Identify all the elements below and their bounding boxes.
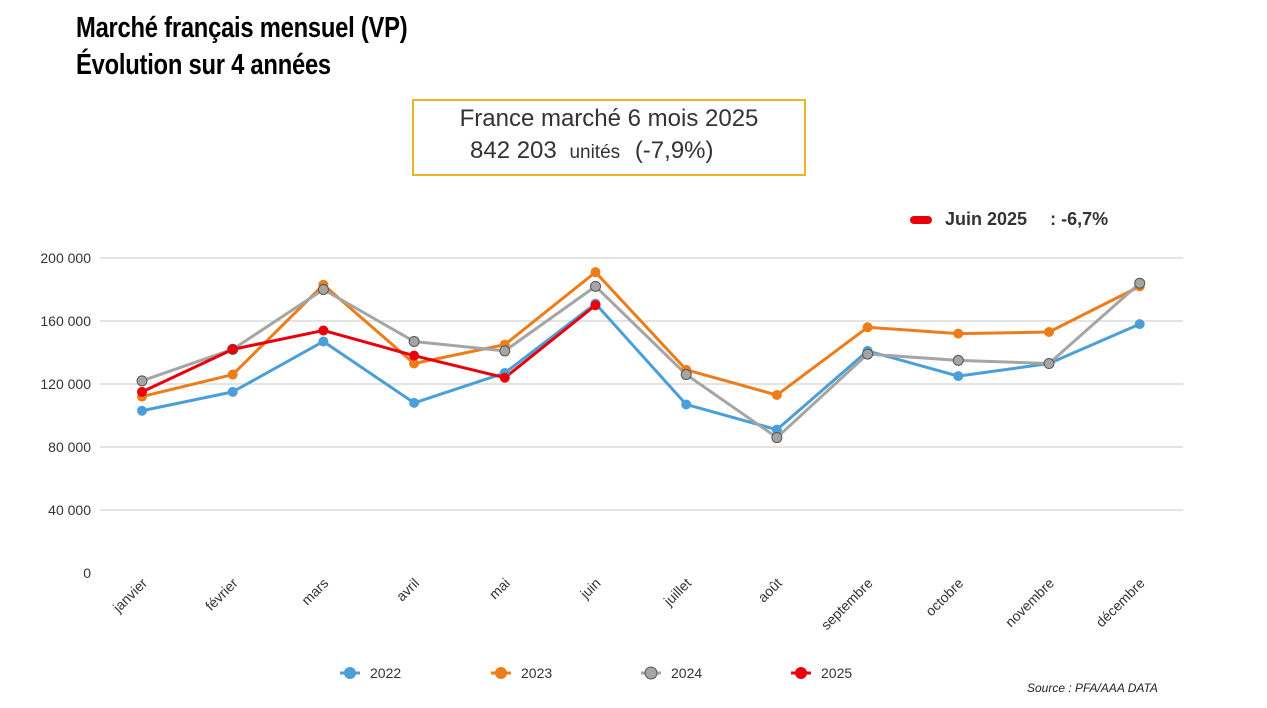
x-tick-label: décembre [1092, 575, 1147, 630]
data-point [1044, 327, 1054, 338]
data-point [227, 369, 238, 380]
data-point [953, 328, 964, 339]
data-point [136, 375, 148, 387]
data-point [318, 336, 329, 347]
data-point [409, 397, 420, 408]
y-tick-label: 200 000 [40, 250, 91, 266]
month-note-value: : -6,7% [1050, 209, 1109, 229]
x-tick-label: mars [298, 575, 331, 608]
legend-marker-2025 [795, 667, 807, 679]
legend-label-2025: 2025 [821, 665, 852, 681]
summary-heading: France marché 6 mois 2025 [459, 105, 759, 132]
source-note: Source : PFA/AAA DATA [1027, 681, 1158, 695]
data-point [137, 386, 147, 397]
data-point [408, 335, 420, 347]
data-point [227, 386, 238, 397]
data-point [590, 280, 601, 292]
data-point [317, 284, 329, 295]
data-point [318, 325, 329, 336]
summary-change: (-7,9%) [634, 137, 714, 164]
y-tick-label: 40 000 [48, 502, 91, 518]
legend-label-2022: 2022 [370, 665, 401, 681]
page-title: Marché français mensuel (VP) Évolution s… [76, 10, 408, 84]
data-point [771, 424, 782, 435]
series-line-2022 [140, 302, 1142, 432]
month-note-swatch [910, 216, 932, 225]
data-point [590, 267, 601, 278]
y-tick-label: 160 000 [40, 313, 91, 329]
x-tick-label: octobre [922, 575, 966, 619]
summary-box: France marché 6 mois 2025 842 203 unités… [412, 99, 806, 176]
data-point [771, 432, 783, 444]
x-tick-label: juin [576, 575, 603, 602]
data-point [1134, 277, 1146, 289]
y-tick-label: 0 [83, 565, 91, 581]
x-tick-label: février [202, 575, 241, 614]
series-line-2023 [140, 270, 1142, 399]
month-note-label: Juin 2025 [945, 209, 1028, 229]
series-line-2025 [140, 303, 597, 394]
data-point [499, 345, 511, 357]
y-tick-label: 80 000 [48, 439, 91, 455]
x-tick-label: janvier [109, 575, 150, 616]
summary-figures: 842 203 unités (-7,9%) [470, 137, 714, 165]
x-tick-label: août [754, 575, 785, 606]
data-point [862, 348, 874, 360]
data-point [952, 354, 964, 366]
x-tick-label: mai [486, 575, 513, 602]
data-point [771, 390, 782, 401]
data-point [953, 371, 964, 382]
data-point [409, 358, 420, 369]
x-tick-label: juillet [660, 575, 695, 610]
legend-marker-2023 [495, 667, 507, 679]
legend-label-2024: 2024 [671, 665, 702, 681]
x-tick-label: avril [393, 575, 422, 604]
data-point [862, 322, 873, 333]
data-point [227, 344, 238, 355]
x-tick-label: novembre [1002, 575, 1057, 630]
data-point [409, 350, 420, 361]
data-point [1043, 358, 1055, 370]
data-point [590, 300, 601, 311]
data-point [681, 399, 692, 410]
data-point [680, 369, 692, 381]
series-line-2024 [140, 281, 1142, 440]
title-line-2: Évolution sur 4 années [76, 49, 331, 81]
data-point [1134, 319, 1145, 330]
legend-marker-2024 [644, 666, 658, 680]
title-line-1: Marché français mensuel (VP) [76, 12, 408, 44]
month-change-note: Juin 2025 : -6,7% [910, 209, 1108, 230]
legend-marker-2022 [344, 667, 356, 679]
data-point [137, 405, 147, 416]
y-tick-label: 120 000 [40, 376, 91, 392]
summary-units-value: 842 203 [470, 137, 557, 164]
data-point [499, 372, 510, 383]
summary-units-label: unités [569, 142, 621, 163]
x-tick-label: septembre [818, 575, 876, 633]
legend-label-2023: 2023 [521, 665, 552, 681]
